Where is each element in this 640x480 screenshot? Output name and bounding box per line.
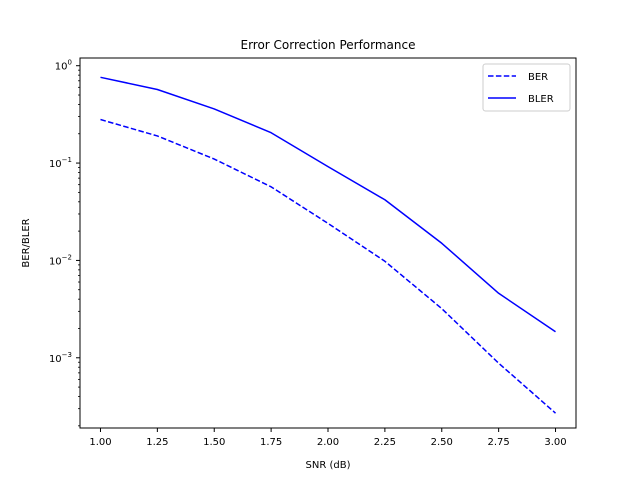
y-tick-exponent: −1 xyxy=(62,156,72,164)
y-axis-label: BER/BLER xyxy=(21,218,32,267)
x-tick-label: 3.00 xyxy=(544,437,566,448)
chart-title: Error Correction Performance xyxy=(240,38,415,52)
y-tick-exponent: −3 xyxy=(62,351,72,359)
x-tick-label: 1.75 xyxy=(260,437,282,448)
legend-label-ber: BER xyxy=(528,72,548,83)
y-tick-label: 100 xyxy=(55,59,72,73)
x-axis-label: SNR (dB) xyxy=(306,460,351,471)
x-tick-label: 2.25 xyxy=(374,437,396,448)
x-tick-label: 1.00 xyxy=(89,437,111,448)
y-tick-exponent: −2 xyxy=(62,253,72,261)
legend-box xyxy=(482,63,571,112)
x-tick-label: 2.50 xyxy=(431,437,453,448)
x-axis: 1.00 1.25 1.50 1.75 2.00 2.25 2.50 2.75 3.00 xyxy=(89,428,567,448)
y-tick-label: 10−2 xyxy=(49,253,72,267)
axes-frame xyxy=(79,57,577,429)
y-tick-base: 10 xyxy=(49,354,62,365)
y-tick-base: 10 xyxy=(49,159,62,170)
x-tick-label: 2.00 xyxy=(317,437,339,448)
x-tick-label: 2.75 xyxy=(488,437,510,448)
y-tick-label: 10−3 xyxy=(49,351,72,365)
y-tick-label: 10−1 xyxy=(49,156,72,170)
legend-label-bler: BLER xyxy=(528,94,554,105)
y-tick-base: 10 xyxy=(49,256,62,267)
series-ber-line xyxy=(100,118,557,414)
legend: BER BLER xyxy=(482,63,571,112)
x-tick-label: 1.25 xyxy=(146,437,168,448)
y-tick-base: 10 xyxy=(55,62,68,73)
y-tick-exponent: 0 xyxy=(68,59,72,67)
x-tick-label: 1.50 xyxy=(203,437,225,448)
plot-area xyxy=(100,76,557,414)
series-bler-line xyxy=(100,76,556,333)
